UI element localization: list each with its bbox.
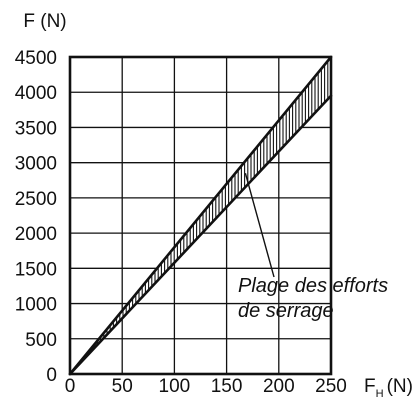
axis-titles: F (N)FH (N) [23, 11, 413, 400]
annotation-leader-line [244, 173, 275, 278]
series-lines [68, 55, 333, 376]
x-axis-title-main: F [364, 376, 376, 397]
x-tick-label-150: 150 [211, 376, 243, 397]
x-tick-label-200: 200 [263, 376, 295, 397]
x-axis-title: FH (N) [364, 376, 413, 400]
y-tick-label-2000: 2000 [15, 224, 57, 245]
y-tick-label-3000: 3000 [15, 154, 57, 175]
x-tick-label-250: 250 [315, 376, 347, 397]
x-axis-title-subscript: H [376, 388, 384, 400]
y-tick-label-4000: 4000 [15, 83, 57, 104]
plot-border [68, 55, 333, 376]
y-tick-label-1000: 1000 [15, 295, 57, 316]
annotation: Plage des efforts de serrage [238, 173, 388, 322]
x-tick-label-100: 100 [159, 376, 191, 397]
x-axis-title-unit: (N) [387, 376, 413, 397]
y-tick-label-500: 500 [25, 330, 57, 351]
series-line-1 [68, 94, 333, 376]
y-tick-label-0: 0 [46, 365, 57, 386]
x-tick-label-0: 0 [65, 376, 76, 397]
grid [70, 57, 331, 374]
y-tick-label-3500: 3500 [15, 118, 57, 139]
y-tick-label-2500: 2500 [15, 189, 57, 210]
y-tick-label-1500: 1500 [15, 259, 57, 280]
y-tick-label-4500: 4500 [15, 48, 57, 69]
tick-labels: 0 500 1000 1500 2000 2500 3000 3500 4000 4500 0 50 1… [15, 48, 347, 397]
y-axis-title: F (N) [23, 11, 66, 32]
annotation-text-line-1: Plage des efforts [238, 275, 388, 297]
series-line-0 [68, 55, 333, 376]
annotation-text-line-2: de serrage [238, 300, 334, 322]
x-tick-label-50: 50 [112, 376, 133, 397]
